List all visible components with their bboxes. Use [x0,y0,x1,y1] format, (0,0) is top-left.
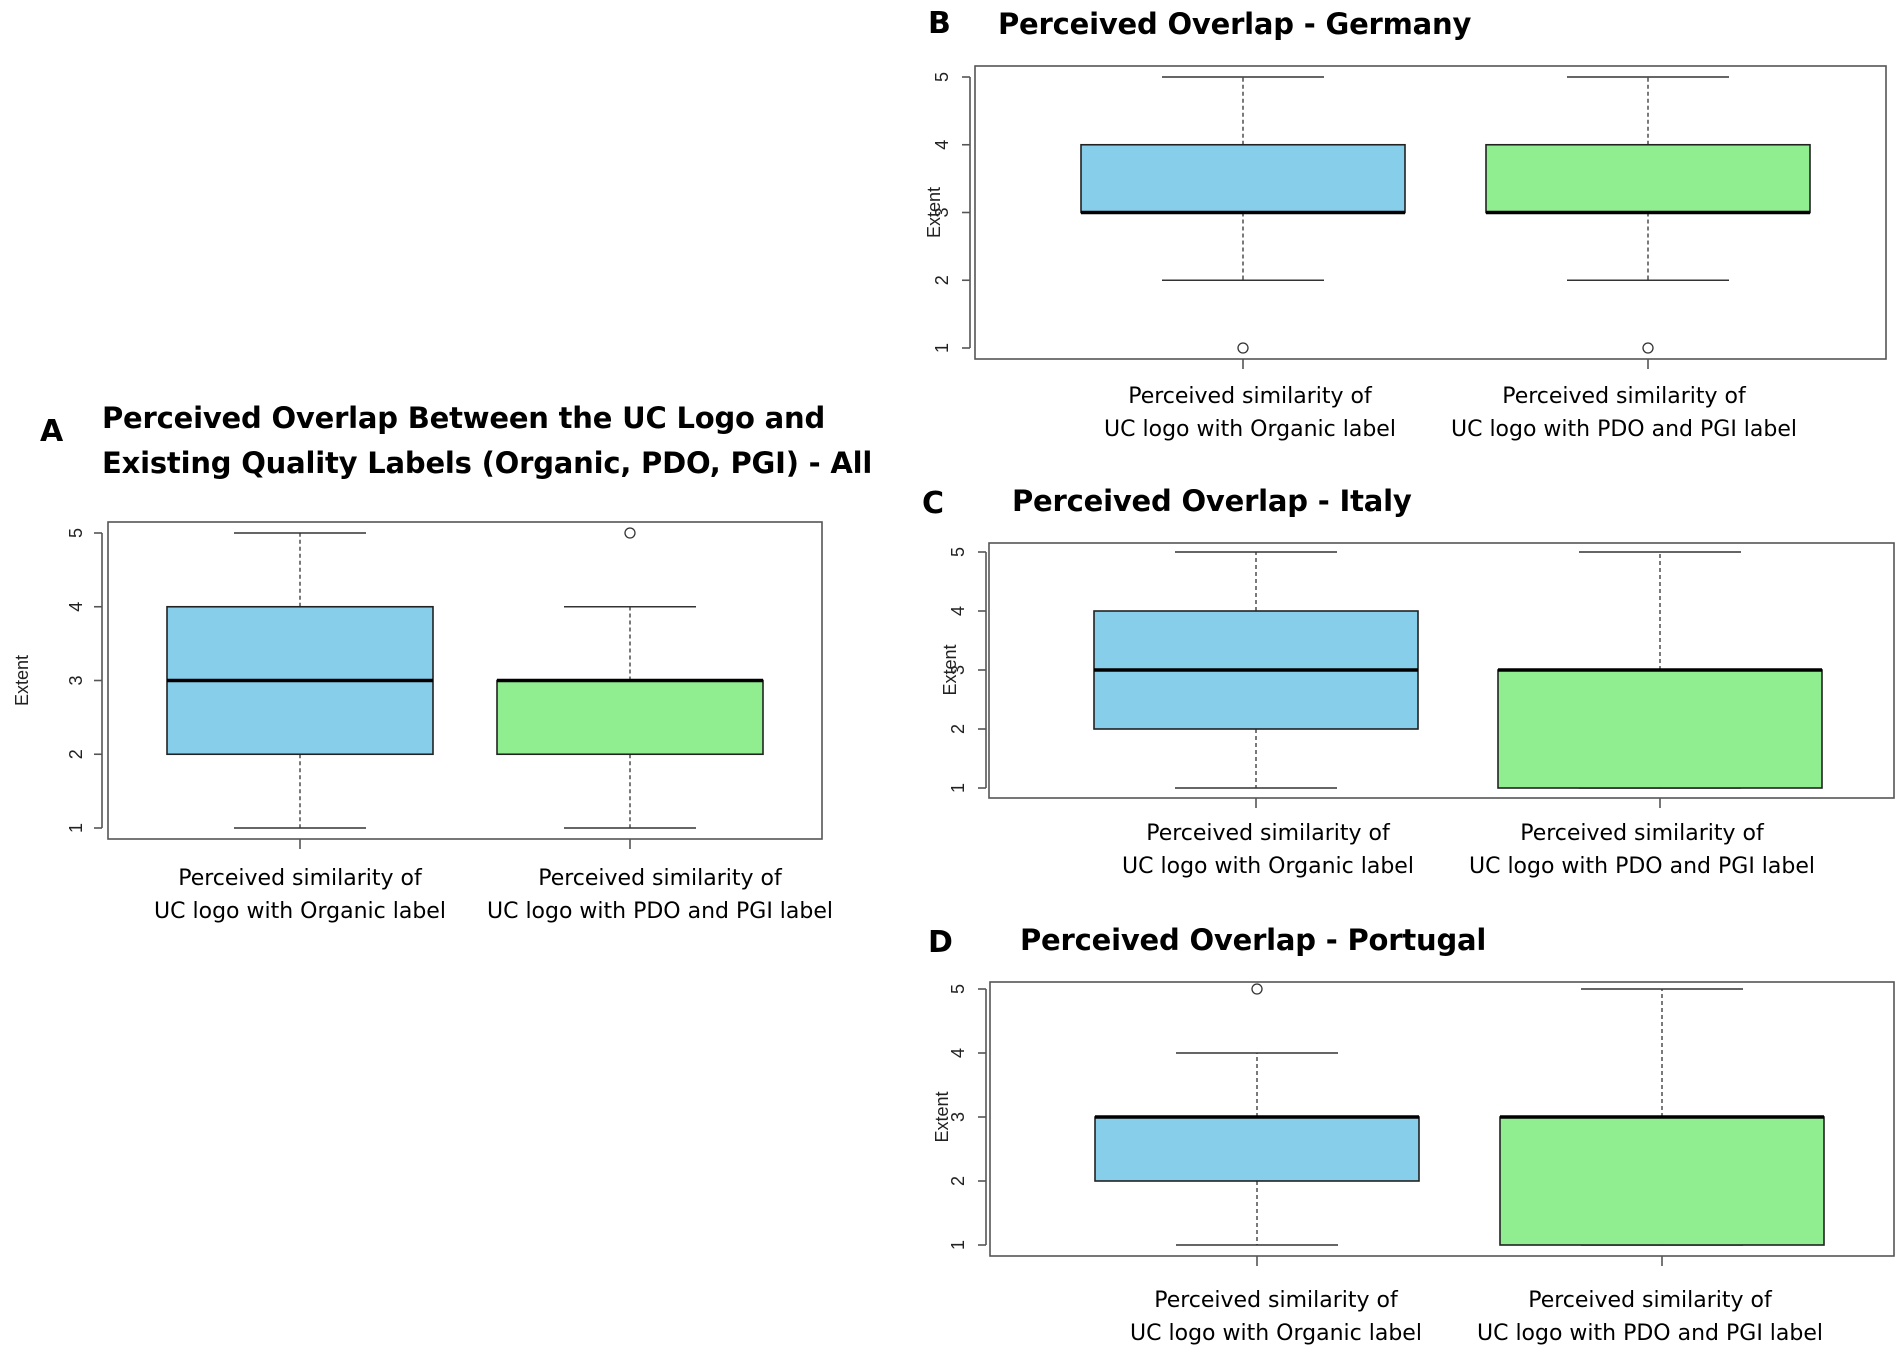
panel-d-box-pdo-pgi-iqr-rect [1499,1116,1825,1246]
panel-a-category-pdo-pgi-line-2: UC logo with PDO and PGI label [486,899,834,924]
panel-a-y-tick-label-4: 4 [66,602,86,612]
panel-d-category-organic-line-1: Perceived similarity of [1154,1288,1398,1313]
panel-c-y-axis-title: Extent [940,644,960,695]
panel-c-y-tick-label-1: 1 [948,783,968,793]
panel-b-category-organic: Perceived similarity of UC logo with Org… [1070,380,1430,446]
panel-d-letter: D [928,925,953,960]
panel-b-y-tick-label-4: 4 [932,140,952,150]
panel-b-box-organic-outlier-1 [1237,342,1249,354]
panel-d-category-organic-line-2: UC logo with Organic label [1130,1321,1422,1346]
panel-c-category-pdo-pgi-line-1: Perceived similarity of [1520,821,1764,846]
panel-a-title-line-2: Existing Quality Labels (Organic, PDO, P… [102,446,873,480]
panel-a-y-tick-label-3: 3 [66,675,86,685]
panel-b-category-pdo-pgi: Perceived similarity of UC logo with PDO… [1424,380,1824,446]
panel-b-category-organic-line-1: Perceived similarity of [1128,384,1372,409]
panel-b-y-tick-label-1: 1 [932,343,952,353]
panel-c-y-tick-label-4: 4 [948,606,968,616]
panel-c-y-tick-label-2: 2 [948,724,968,734]
panel-c-title-line-1: Perceived Overlap - Italy [1012,484,1412,518]
panel-a-category-pdo-pgi-line-1: Perceived similarity of [538,866,782,891]
panel-b-box-organic-iqr-rect [1080,143,1406,214]
panel-a-category-organic-line-2: UC logo with Organic label [154,899,446,924]
panel-c-plot-frame [988,542,1895,799]
panel-b-y-tick-label-5: 5 [932,72,952,82]
panel-d-title: Perceived Overlap - Portugal [1020,918,1486,963]
panel-d-category-pdo-pgi: Perceived similarity of UC logo with PDO… [1450,1284,1850,1350]
panel-d-category-organic: Perceived similarity of UC logo with Org… [1096,1284,1456,1350]
panel-b-category-pdo-pgi-line-2: UC logo with PDO and PGI label [1450,417,1798,442]
panel-a-y-tick-label-2: 2 [66,749,86,759]
panel-a-title: Perceived Overlap Between the UC Logo an… [102,396,872,486]
panel-d-y-tick-label-1: 1 [948,1240,968,1250]
panel-c-category-pdo-pgi-line-2: UC logo with PDO and PGI label [1468,854,1816,879]
panel-b-y-tick-label-2: 2 [932,275,952,285]
panel-d-y-tick-label-5: 5 [948,984,968,994]
panel-c-letter: C [922,486,945,521]
panel-b-title-line-1: Perceived Overlap - Germany [998,7,1472,41]
panel-b-y-axis-title: Extent [924,187,944,238]
panel-a-y-axis-title: Extent [12,655,32,706]
panel-c-category-organic: Perceived similarity of UC logo with Org… [1088,817,1448,883]
panel-a-title-line-1: Perceived Overlap Between the UC Logo an… [102,401,826,435]
panel-d-plot-frame [989,981,1895,1257]
panel-c-y-tick-label-3: 3 [948,665,968,675]
panel-a-category-organic: Perceived similarity of UC logo with Org… [120,862,480,928]
panel-a-plot-frame [107,521,823,840]
panel-c-title: Perceived Overlap - Italy [1012,479,1412,524]
panel-d-category-pdo-pgi-line-1: Perceived similarity of [1528,1288,1772,1313]
panel-d-category-pdo-pgi-line-2: UC logo with PDO and PGI label [1476,1321,1824,1346]
panel-c-category-pdo-pgi: Perceived similarity of UC logo with PDO… [1442,817,1842,883]
panel-c-category-organic-line-1: Perceived similarity of [1146,821,1390,846]
panel-c-box-pdo-pgi-iqr-rect [1497,669,1823,789]
panel-a-category-organic-line-1: Perceived similarity of [178,866,422,891]
panel-b-title: Perceived Overlap - Germany [998,2,1471,47]
panel-b-letter: B [928,6,951,41]
panel-a-y-tick-label-5: 5 [66,528,86,538]
panel-d-box-organic-iqr-rect [1094,1116,1420,1182]
panel-a-box-pdo-pgi-outlier-1 [624,527,636,539]
panel-c-category-organic-line-2: UC logo with Organic label [1122,854,1414,879]
panel-b-y-tick-label-3: 3 [932,207,952,217]
panel-a-letter: A [40,414,64,449]
panel-d-y-axis-title: Extent [932,1091,952,1142]
panel-b-box-pdo-pgi-iqr-rect [1485,143,1811,214]
panel-b-box-pdo-pgi-outlier-1 [1642,342,1654,354]
panel-d-title-line-1: Perceived Overlap - Portugal [1020,923,1487,957]
panel-b-category-organic-line-2: UC logo with Organic label [1104,417,1396,442]
panel-d-y-tick-label-3: 3 [948,1112,968,1122]
panel-d-box-organic-outlier-1 [1251,983,1263,995]
panel-c-y-tick-label-5: 5 [948,547,968,557]
panel-a-category-pdo-pgi: Perceived similarity of UC logo with PDO… [460,862,860,928]
panel-b-category-pdo-pgi-line-1: Perceived similarity of [1502,384,1746,409]
panel-b-plot-frame [974,65,1887,360]
panel-d-y-tick-label-4: 4 [948,1048,968,1058]
panel-a-y-tick-label-1: 1 [66,823,86,833]
panel-d-y-tick-label-2: 2 [948,1176,968,1186]
panel-a-box-pdo-pgi-iqr-rect [496,679,764,756]
